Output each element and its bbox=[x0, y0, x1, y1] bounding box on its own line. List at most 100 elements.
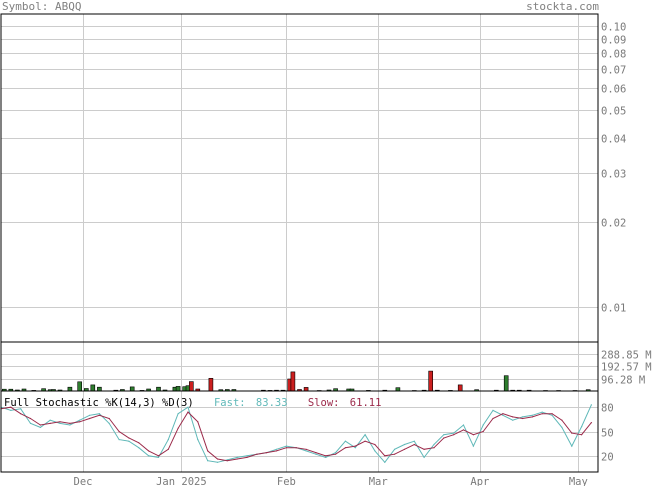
price-tick-label: 0.04 bbox=[601, 134, 626, 146]
slow-point bbox=[335, 453, 337, 455]
x-tick-label: Feb bbox=[277, 476, 296, 486]
fast-point bbox=[512, 419, 514, 421]
stochastic-grid bbox=[1, 391, 598, 472]
slow-point bbox=[541, 413, 543, 415]
stochastic-title-text: Full Stochastic %K(14,3) %D(3) bbox=[4, 397, 194, 409]
fast-point bbox=[315, 453, 317, 455]
slow-point bbox=[128, 437, 130, 439]
volume-bar bbox=[457, 384, 463, 392]
fast-point bbox=[413, 440, 415, 442]
fast-point bbox=[571, 445, 573, 447]
slow-point bbox=[344, 447, 346, 449]
fast-point bbox=[98, 413, 100, 415]
fast-point bbox=[138, 447, 140, 449]
volume-bar bbox=[129, 386, 135, 392]
fast-point bbox=[285, 445, 287, 447]
volume-grid bbox=[1, 342, 598, 391]
slow-point bbox=[522, 417, 524, 420]
slow-point bbox=[157, 455, 160, 457]
fast-point bbox=[325, 456, 327, 458]
slow-point bbox=[207, 450, 209, 452]
slow-point bbox=[423, 448, 425, 450]
fast-point bbox=[59, 422, 61, 424]
slow-point bbox=[49, 422, 51, 424]
slow-point bbox=[403, 448, 406, 450]
stochastic-tick-label: 20 bbox=[601, 452, 614, 464]
slow-point bbox=[571, 432, 573, 434]
site-label: stockta.com bbox=[526, 0, 599, 13]
fast-point bbox=[275, 448, 278, 450]
slow-point bbox=[69, 422, 71, 424]
fast-point bbox=[167, 439, 169, 441]
fast-point bbox=[305, 450, 307, 452]
fast-point bbox=[108, 422, 110, 424]
fast-point bbox=[39, 426, 42, 428]
slow-point bbox=[394, 453, 396, 455]
price-tick-label: 0.01 bbox=[601, 303, 626, 315]
slow-point bbox=[453, 434, 455, 436]
x-tick-label: Dec bbox=[74, 476, 93, 486]
fast-point bbox=[423, 456, 425, 458]
fast-point bbox=[157, 456, 160, 458]
price-tick-label: 0.10 bbox=[601, 22, 626, 34]
volume-tick-label: 192.57 M bbox=[601, 362, 652, 374]
slow-value: 61.11 bbox=[350, 397, 382, 409]
fast-point bbox=[590, 404, 593, 406]
volume-bar bbox=[208, 377, 214, 392]
volume-bar bbox=[90, 384, 96, 392]
slow-point bbox=[226, 460, 228, 462]
slow-point bbox=[384, 455, 386, 457]
slow-label: Slow: bbox=[308, 397, 340, 409]
fast-point bbox=[482, 424, 484, 426]
slow-point bbox=[29, 417, 32, 420]
slow-point bbox=[325, 455, 327, 457]
fast-point bbox=[177, 413, 179, 415]
symbol-label: Symbol: ABQQ bbox=[2, 0, 82, 13]
fast-point bbox=[384, 461, 386, 463]
price-tick-label: 0.08 bbox=[601, 49, 626, 61]
volume-bar bbox=[303, 387, 309, 392]
slow-point bbox=[502, 413, 504, 415]
slow-point bbox=[531, 416, 534, 418]
fast-point bbox=[502, 414, 504, 416]
slow-point bbox=[374, 443, 376, 446]
slow-point bbox=[581, 434, 583, 436]
slow-point bbox=[79, 421, 81, 423]
volume-bar bbox=[67, 386, 73, 392]
x-axis: Dec Jan 2025 Feb Mar Apr May bbox=[74, 476, 588, 486]
slow-point bbox=[177, 427, 179, 429]
fast-point bbox=[581, 426, 583, 428]
slow-point bbox=[39, 424, 42, 426]
slow-point bbox=[482, 430, 484, 433]
fast-point bbox=[335, 452, 337, 454]
slow-point bbox=[20, 413, 22, 415]
fast-point bbox=[344, 440, 346, 442]
fast-point bbox=[10, 409, 12, 411]
slow-point bbox=[305, 448, 307, 450]
fast-point bbox=[148, 455, 150, 457]
volume-bar bbox=[290, 371, 296, 392]
stochastic-title: Full Stochastic %K(14,3) %D(3) Fast: 83.… bbox=[4, 397, 381, 409]
fast-label: Fast: bbox=[214, 397, 246, 409]
price-tick-label: 0.05 bbox=[601, 106, 626, 118]
slow-point bbox=[59, 421, 61, 423]
price-grid bbox=[1, 14, 598, 342]
slow-point bbox=[118, 430, 120, 433]
slow-point bbox=[590, 422, 593, 424]
volume-tick-label: 288.85 M bbox=[601, 350, 652, 362]
volume-bar bbox=[97, 386, 102, 392]
volume-bar bbox=[175, 386, 181, 392]
fast-point bbox=[118, 439, 120, 441]
price-panel: 0.100.09 0.08 0.07 0.06 0.05 0.04 0.03 0.02 0.01 bbox=[0, 13, 626, 343]
volume-bar bbox=[503, 375, 509, 392]
slow-point bbox=[256, 453, 258, 455]
fast-point bbox=[472, 445, 474, 447]
price-tick-label: 0.02 bbox=[601, 218, 626, 230]
stochastic-panel-frame bbox=[0, 390, 599, 473]
fast-point bbox=[79, 419, 81, 421]
slow-point bbox=[167, 448, 169, 450]
slow-point bbox=[462, 429, 465, 431]
price-tick-label: 0.03 bbox=[601, 169, 626, 181]
fast-point bbox=[453, 432, 455, 434]
